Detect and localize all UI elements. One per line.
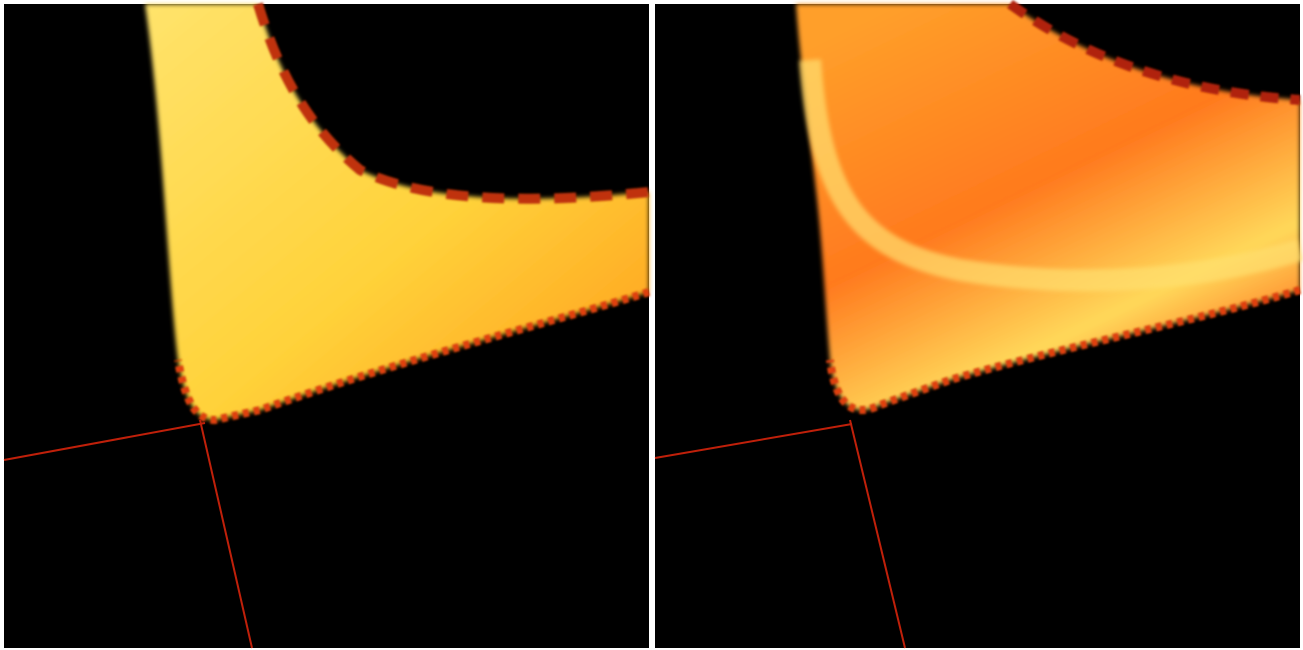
figure [0, 0, 1303, 650]
right-panel [655, 4, 1300, 648]
left-panel [4, 4, 649, 648]
